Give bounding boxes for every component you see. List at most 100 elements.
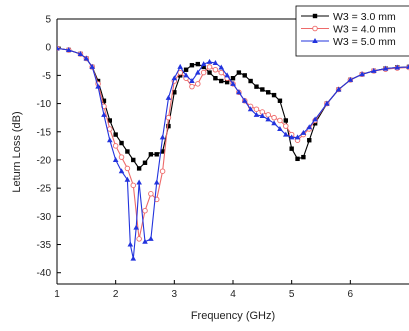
legend-label-3: W3 = 5.0 mm: [333, 36, 396, 48]
data-point: [189, 78, 195, 84]
data-point: [201, 64, 206, 70]
data-point: [195, 69, 201, 75]
data-point: [183, 67, 189, 72]
data-point: [189, 63, 195, 68]
data-point: [142, 160, 148, 165]
data-point: [271, 92, 277, 98]
data-point: [95, 78, 101, 84]
data-point: [65, 47, 72, 53]
data-point: [218, 64, 225, 70]
data-point: [159, 134, 166, 140]
data-point: [301, 154, 306, 160]
data-point: [335, 86, 342, 92]
series-3: [57, 45, 409, 261]
data-point: [207, 70, 212, 75]
data-point: [119, 140, 124, 146]
data-point: [359, 71, 365, 77]
y-tick-label: -5: [42, 71, 51, 82]
legend-label-1: W3 = 3.0 mm: [333, 11, 396, 23]
data-point: [277, 98, 283, 103]
legend-label-2: W3 = 4.0 mm: [333, 23, 396, 35]
data-point: [124, 165, 131, 172]
data-point: [271, 114, 277, 121]
data-point: [101, 98, 107, 103]
data-point: [130, 255, 137, 261]
data-point: [312, 121, 318, 126]
data-point: [107, 126, 113, 132]
data-point: [148, 152, 154, 157]
data-point: [130, 182, 137, 189]
data-point: [283, 118, 288, 123]
data-point: [131, 157, 136, 163]
data-point: [260, 87, 265, 92]
data-point: [230, 76, 236, 81]
data-point: [200, 69, 207, 76]
data-point: [142, 207, 148, 214]
y-tick-label: -35: [37, 240, 52, 251]
y-tick-label: 5: [45, 15, 51, 26]
data-point: [253, 106, 260, 112]
legend-marker-2: [312, 25, 318, 32]
data-point: [394, 64, 401, 70]
data-point: [306, 124, 313, 130]
data-point: [283, 123, 289, 129]
data-point: [101, 111, 107, 117]
data-point: [166, 123, 171, 129]
data-point: [218, 69, 225, 76]
y-axis-title: Leturn Loss (dB): [11, 111, 23, 192]
data-point: [118, 154, 125, 160]
legend-marker-3: [312, 38, 318, 43]
data-point: [242, 73, 247, 78]
data-point: [283, 131, 289, 137]
data-point: [112, 156, 119, 162]
data-point: [212, 59, 219, 65]
data-point: [107, 137, 113, 143]
data-point: [206, 58, 213, 64]
data-point: [289, 146, 294, 151]
data-point: [154, 152, 159, 157]
y-tick-label: -15: [37, 127, 52, 138]
data-point: [148, 235, 154, 241]
data-point: [189, 83, 195, 90]
data-point: [77, 50, 84, 56]
data-point: [307, 138, 312, 143]
data-point: [177, 63, 183, 69]
series-1: [57, 46, 409, 171]
data-point: [165, 114, 172, 121]
data-point: [124, 176, 131, 182]
data-point: [236, 70, 242, 75]
data-point: [224, 72, 230, 78]
data-point: [172, 90, 177, 95]
data-point: [247, 106, 254, 112]
data-point: [153, 179, 160, 185]
x-tick-label: 2: [113, 289, 119, 300]
x-tick-label: 3: [172, 289, 178, 300]
data-point: [266, 90, 271, 95]
data-point: [254, 84, 259, 89]
y-tick-label: 0: [45, 43, 51, 54]
data-point: [118, 168, 125, 174]
data-point: [277, 117, 283, 124]
x-tick-label: 5: [289, 289, 295, 300]
x-tick-label: 6: [348, 289, 354, 300]
series-2: [57, 45, 409, 242]
data-point: [142, 238, 148, 244]
data-point: [195, 61, 200, 67]
y-tick-label: -40: [37, 268, 52, 279]
data-point: [312, 116, 318, 122]
data-point: [89, 63, 95, 69]
data-point: [183, 72, 189, 78]
data-point: [347, 76, 354, 82]
series-line-1: [57, 47, 409, 169]
data-point: [382, 65, 389, 71]
data-point: [107, 118, 112, 123]
legend-marker-1: [312, 13, 318, 19]
data-point: [241, 97, 248, 103]
data-point: [159, 168, 166, 174]
data-point: [206, 64, 213, 70]
data-point: [177, 69, 183, 76]
data-point: [294, 134, 301, 140]
data-point: [271, 120, 277, 126]
